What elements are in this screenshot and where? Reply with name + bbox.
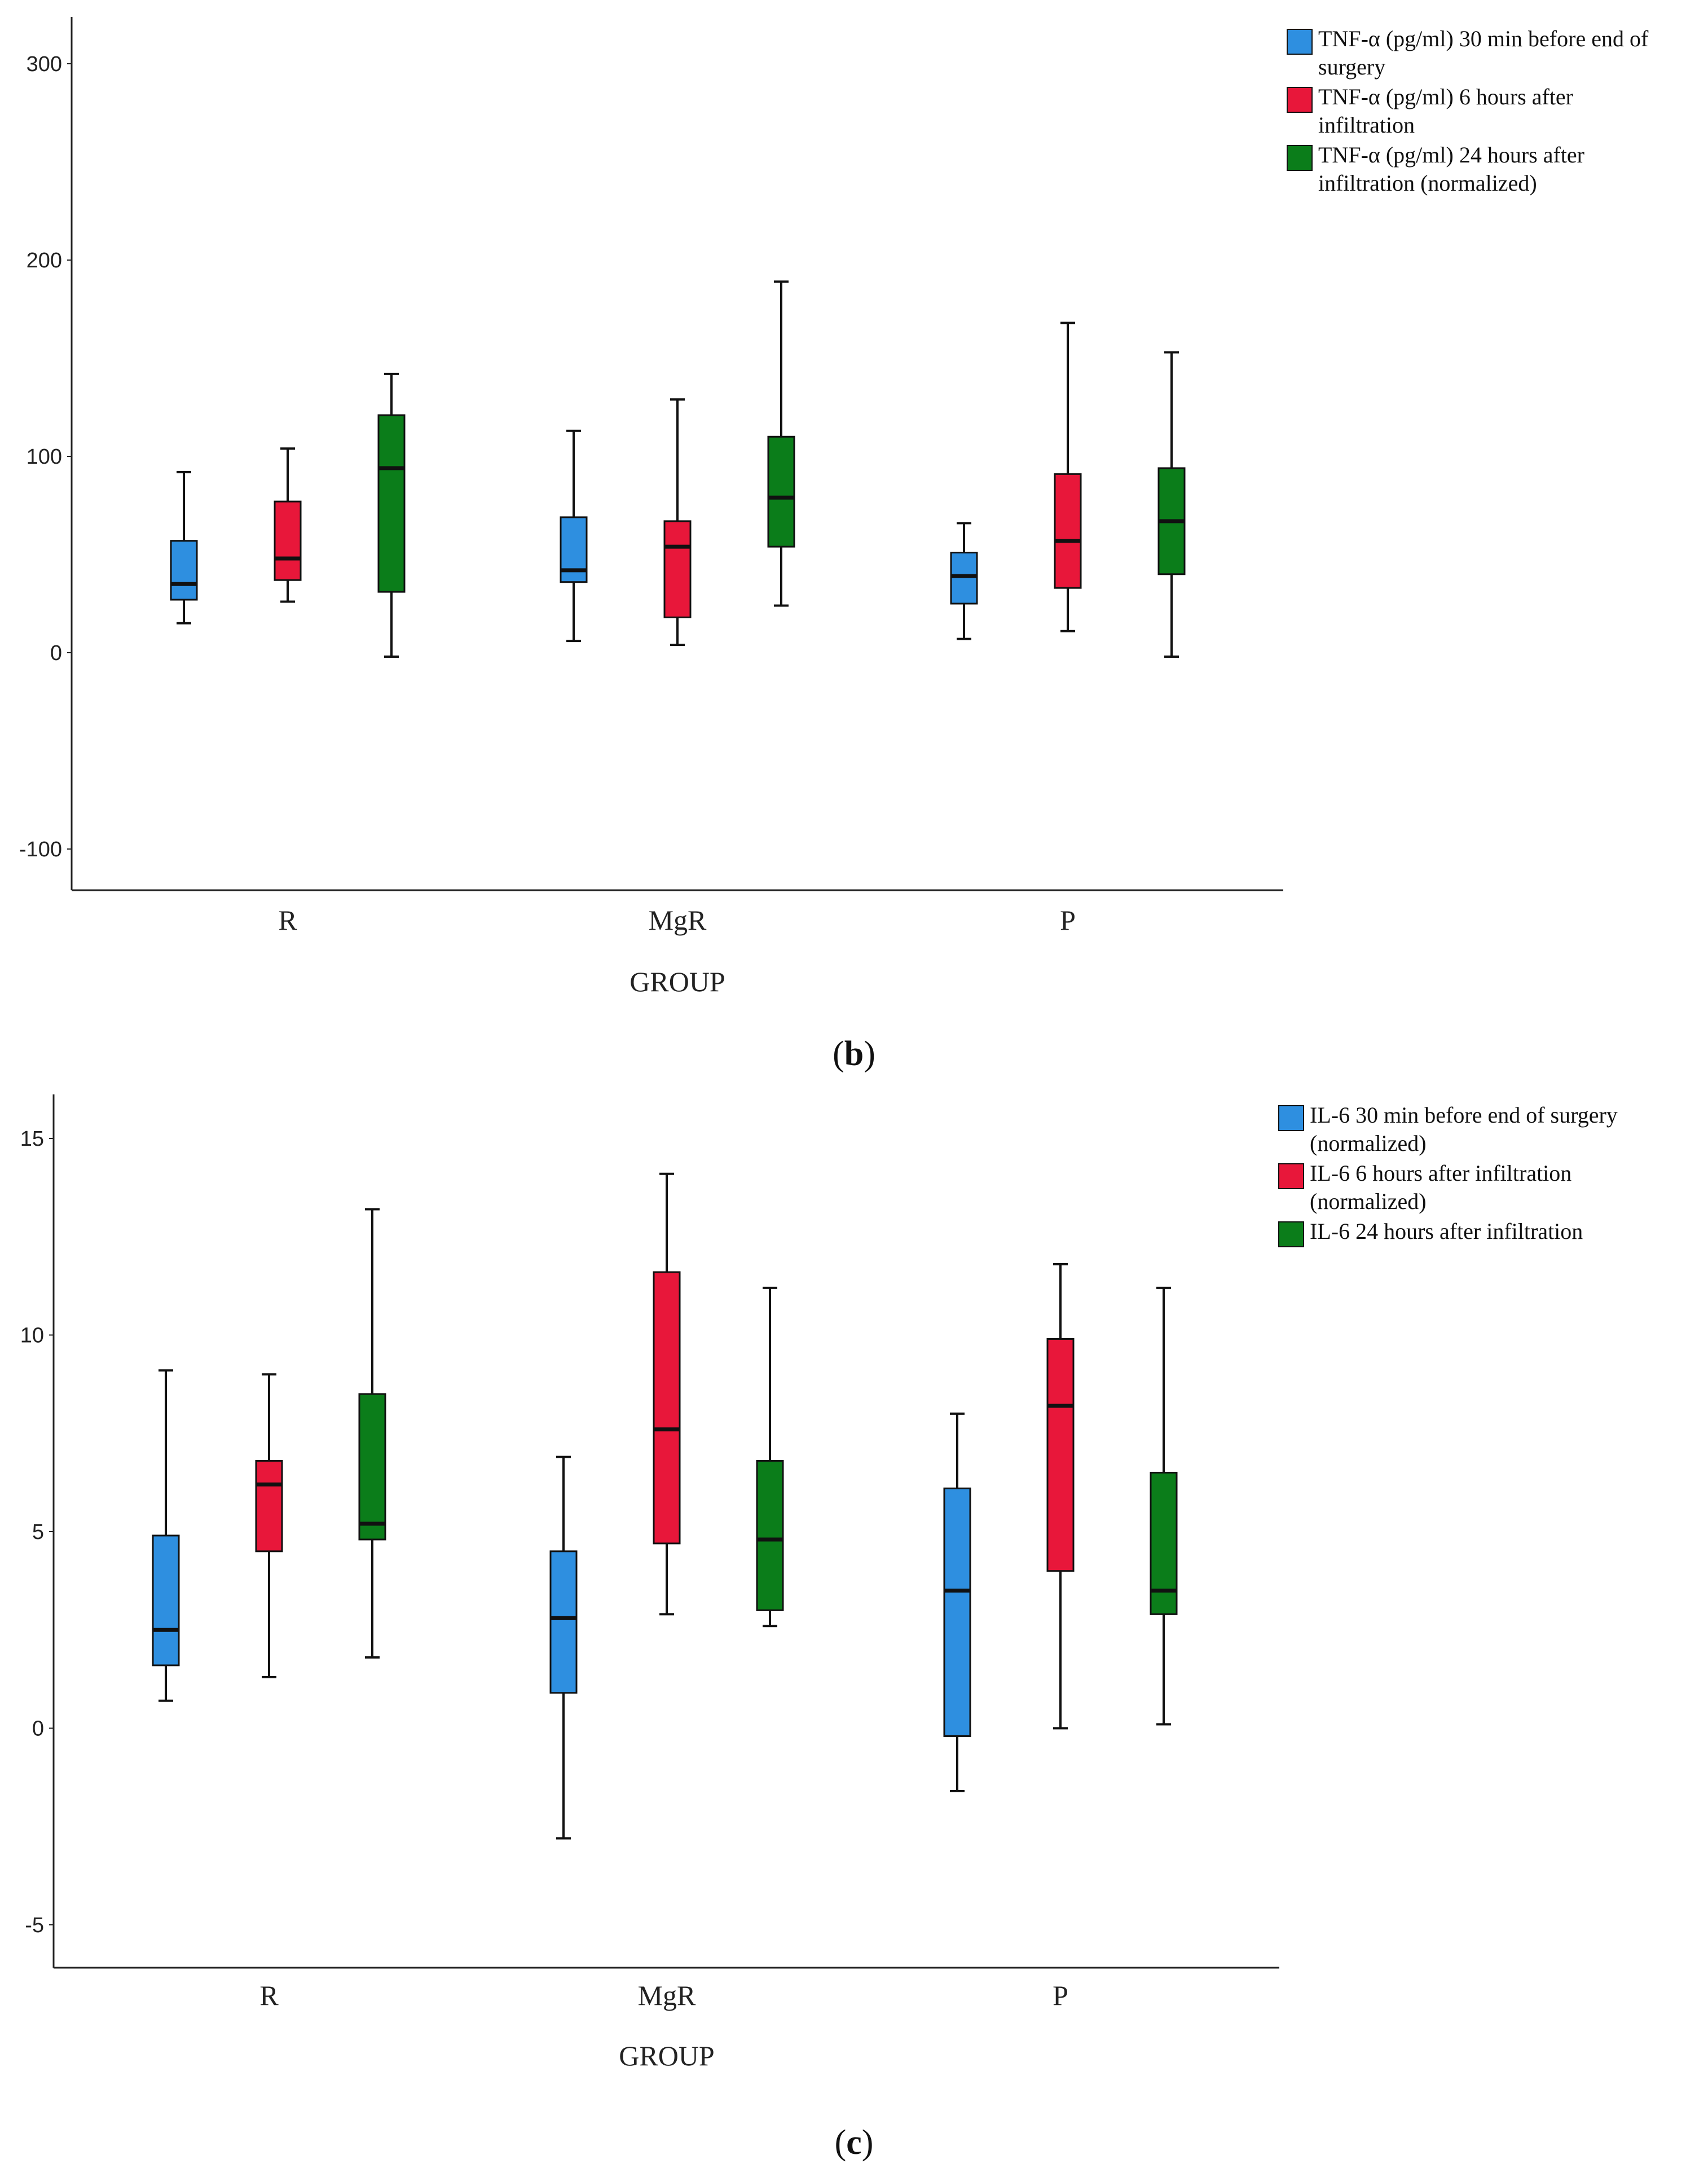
panel-b-ytick-label-0: -100: [19, 838, 62, 861]
panel-b-category-labels: R MgR P: [278, 904, 1076, 936]
panel-c-x-axis-title: GROUP: [619, 2040, 714, 2072]
panel-b-MgR-series2-box: [767, 436, 795, 548]
panel-c-category-P: P: [1053, 1980, 1068, 2011]
panel-c-P-series0-box: [943, 1487, 971, 1737]
panel-c-legend-swatch-0: [1278, 1105, 1304, 1131]
panel-b-MgR-series1-boxplot: [663, 398, 692, 646]
panel-b-legend-label-2-line1: infiltration (normalized): [1318, 170, 1537, 196]
panel-c-MgR-series0-box: [549, 1550, 578, 1694]
panel-b-legend-swatch-1: [1287, 87, 1313, 113]
panel-c-R-series0-box: [152, 1534, 180, 1666]
panel-b-category-R: R: [278, 904, 297, 936]
panel-b-legend-swatch-2: [1287, 145, 1313, 171]
panel-b-ytick-label-1: 0: [50, 641, 62, 665]
panel-b-ytick-label-4: 300: [27, 52, 62, 76]
panel-b-R-series1-box: [274, 500, 302, 581]
panel-c-ytick-label-3: 10: [20, 1324, 44, 1348]
panel-b-legend-label-1-line1: infiltration: [1318, 112, 1415, 138]
panel-b-R-series0-box: [170, 540, 198, 601]
panel-b-P-series0-boxplot: [950, 522, 978, 640]
panel-c-R-series1-boxplot: [255, 1373, 283, 1678]
panel-c-R-series2-boxplot: [358, 1208, 386, 1659]
panel-b-MgR-series0-box: [560, 516, 588, 583]
panel-c-ytick-label-0: -5: [25, 1914, 44, 1937]
panel-b-R-series2-box: [377, 414, 406, 593]
panel-b-legend-label-1-line0: TNF-α (pg/ml) 6 hours after: [1318, 84, 1573, 109]
panel-c-legend-label-1-line1: (normalized): [1310, 1189, 1427, 1214]
panel-c-ytick-label-4: 15: [20, 1127, 44, 1151]
panel-c-ytick-label-1: 0: [32, 1717, 44, 1741]
panel-c-y-ticks: -5 0 5 10 15: [20, 1127, 54, 1937]
panel-b-x-axis-title: GROUP: [630, 966, 725, 997]
panel-b-y-ticks: -100 0 100 200 300: [19, 52, 72, 861]
panel-b-category-P: P: [1060, 904, 1076, 936]
panel-b-R-series1-boxplot: [274, 447, 302, 603]
panel-b-R-series2-boxplot: [377, 372, 406, 658]
panel-c-P-series0-boxplot: [943, 1412, 971, 1793]
panel-c-category-MgR: MgR: [638, 1980, 696, 2011]
panel-b-category-MgR: MgR: [649, 904, 707, 936]
panel-c-MgR-series1-boxplot: [653, 1172, 681, 1616]
panel-b-MgR-series0-boxplot: [560, 429, 588, 643]
panel-b-P-series1-boxplot: [1054, 322, 1082, 632]
panel-b-MgR-series2-boxplot: [767, 280, 795, 607]
panel-c-R-series2-box: [358, 1393, 386, 1541]
panel-b-legend-swatch-0: [1287, 29, 1313, 55]
panel-c-legend: IL-6 30 min before end of surgery (normal…: [1278, 1102, 1618, 1247]
chart-panel-b: -100 0 100 200 300 R MgR P GROUP TNF-α (pg/ml)…: [19, 17, 1649, 1073]
panel-c-category-labels: R MgR P: [259, 1980, 1068, 2011]
panel-c-MgR-series2-boxplot: [756, 1286, 784, 1628]
panel-c-MgR-series0-boxplot: [549, 1455, 578, 1840]
panel-b-legend-item-0: TNF-α (pg/ml) 30 min before end of surger…: [1287, 26, 1649, 80]
panel-b-legend-item-1: TNF-α (pg/ml) 6 hours after infiltration: [1287, 84, 1573, 138]
panel-b-P-series2-boxplot: [1157, 351, 1186, 658]
panel-b-caption: (b): [833, 1035, 875, 1073]
panel-c-P-series2-boxplot: [1150, 1286, 1178, 1726]
panel-b-legend-label-0-line0: TNF-α (pg/ml) 30 min before end of: [1318, 26, 1649, 51]
panel-b-ytick-label-2: 100: [27, 445, 62, 469]
panel-c-category-R: R: [259, 1980, 279, 2011]
panel-b-boxes: [170, 280, 1186, 658]
panel-c-caption: (c): [835, 2123, 874, 2162]
panel-c-P-series1-boxplot: [1046, 1263, 1075, 1730]
panel-c-legend-label-0-line0: IL-6 30 min before end of surgery: [1310, 1102, 1618, 1128]
panel-c-R-series1-box: [255, 1460, 283, 1553]
panel-b-R-series0-boxplot: [170, 470, 198, 624]
panel-c-MgR-series1-box: [653, 1271, 681, 1545]
panel-c-P-series2-box: [1150, 1471, 1178, 1615]
panel-b-legend-item-2: TNF-α (pg/ml) 24 hours afterinfiltration…: [1287, 142, 1584, 196]
panel-b-legend-label-0-line1: surgery: [1318, 54, 1385, 80]
panel-b-ytick-label-3: 200: [27, 249, 62, 272]
panel-c-legend-item-0: IL-6 30 min before end of surgery (normal…: [1278, 1102, 1618, 1156]
panel-b-legend: TNF-α (pg/ml) 30 min before end of surger…: [1287, 26, 1649, 196]
panel-b-legend-label-2-line0: TNF-α (pg/ml) 24 hours after: [1318, 142, 1584, 168]
panel-c-legend-swatch-1: [1278, 1163, 1304, 1189]
panel-c-P-series1-box: [1046, 1338, 1075, 1572]
panel-c-boxes: [152, 1172, 1178, 1840]
panel-c-ytick-label-2: 5: [32, 1520, 44, 1544]
panel-c-legend-label-1-line0: IL-6 6 hours after infiltration: [1310, 1160, 1571, 1186]
panel-c-legend-label-2-line0: IL-6 24 hours after infiltration: [1310, 1219, 1583, 1244]
panel-b-P-series1-box: [1054, 473, 1082, 589]
panel-c-legend-item-1: IL-6 6 hours after infiltration (normaliz…: [1278, 1160, 1571, 1214]
panel-c-MgR-series2-box: [756, 1460, 784, 1611]
panel-c-R-series0-boxplot: [152, 1369, 180, 1702]
chart-panel-c: -5 0 5 10 15 R MgR P GROUP IL-6 30 min before …: [20, 1094, 1618, 2162]
panel-c-legend-label-0-line1: (normalized): [1310, 1131, 1427, 1156]
panel-c-legend-swatch-2: [1278, 1221, 1304, 1247]
panel-c-legend-item-2: IL-6 24 hours after infiltration: [1278, 1219, 1583, 1247]
panel-b-MgR-series1-box: [663, 520, 692, 618]
